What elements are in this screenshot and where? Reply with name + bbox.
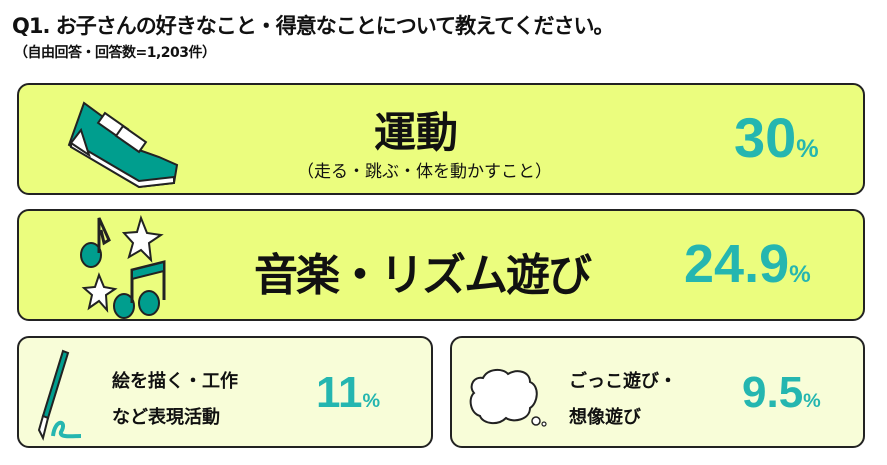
thought-bubble-icon (469, 368, 547, 427)
paintbrush-icon (37, 349, 82, 441)
card-music: 音楽・リズム遊び 24.9% (17, 209, 865, 321)
card-pretend-play: ごっこ遊び・ 想像遊び 9.5% (450, 336, 865, 448)
card-art: 絵を描く・工作 など表現活動 11% (17, 336, 433, 448)
item-label: ごっこ遊び・ 想像遊び (569, 371, 677, 428)
item-percentage: 24.9% (684, 234, 811, 294)
sneaker-icon (67, 101, 179, 189)
item-label: 絵を描く・工作 など表現活動 (112, 371, 238, 428)
item-note: （走る・跳ぶ・体を動かすこと） (297, 162, 552, 182)
item-percentage: 30% (734, 106, 819, 169)
item-percentage: 9.5% (742, 368, 821, 417)
item-percentage: 11% (316, 368, 381, 417)
item-label: 音楽・リズム遊び (254, 250, 592, 301)
page-title: Q1. お子さんの好きなこと・得意なことについて教えてください。 (12, 14, 614, 38)
item-label: 運動 (374, 108, 459, 157)
card-sports: 運動 （走る・跳ぶ・体を動かすこと） 30% (17, 83, 865, 195)
page-subtitle: （自由回答・回答数=1,203件） (14, 45, 216, 61)
music-notes-stars-icon (80, 215, 166, 319)
